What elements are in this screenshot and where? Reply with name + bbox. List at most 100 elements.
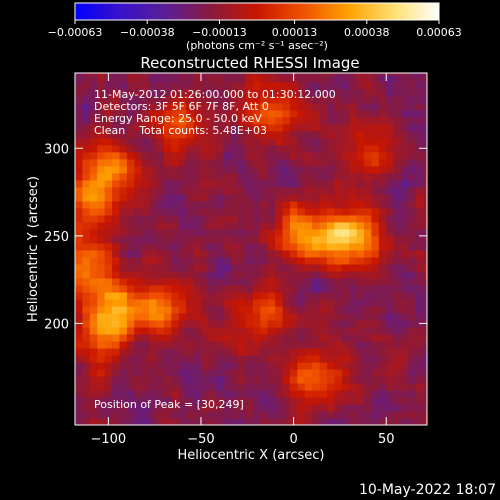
heatmap-cell	[223, 277, 232, 286]
heatmap-cell	[326, 347, 335, 356]
heatmap-cell	[104, 95, 113, 104]
heatmap-cell	[386, 123, 395, 132]
heatmap-cell	[364, 144, 373, 153]
heatmap-cell	[126, 228, 135, 237]
heatmap-cell	[104, 200, 113, 209]
heatmap-cell	[356, 151, 365, 160]
heatmap-cell	[282, 193, 291, 202]
heatmap-cell	[401, 193, 410, 202]
heatmap-cell	[304, 165, 313, 174]
heatmap-cell	[326, 270, 335, 279]
heatmap-cell	[156, 144, 165, 153]
heatmap-cell	[97, 305, 106, 314]
heatmap-cell	[289, 200, 298, 209]
heatmap-cell	[319, 312, 328, 321]
heatmap-cell	[171, 158, 180, 167]
heatmap-cell	[415, 228, 424, 237]
heatmap-cell	[156, 298, 165, 307]
colorbar-tick-label: 0.00063	[416, 26, 462, 39]
heatmap-cell	[126, 144, 135, 153]
heatmap-cell	[223, 319, 232, 328]
heatmap-cell	[134, 123, 143, 132]
heatmap-cell	[119, 312, 128, 321]
heatmap-cell	[119, 249, 128, 258]
heatmap-cell	[178, 249, 187, 258]
heatmap-cell	[193, 102, 202, 111]
heatmap-cell	[163, 263, 172, 272]
heatmap-cell	[275, 263, 284, 272]
heatmap-cell	[341, 270, 350, 279]
heatmap-cell	[163, 382, 172, 391]
heatmap-cell	[149, 277, 158, 286]
heatmap-cell	[208, 158, 217, 167]
heatmap-cell	[230, 326, 239, 335]
heatmap-cell	[341, 73, 350, 76]
heatmap-cell	[112, 73, 121, 76]
heatmap-cell	[423, 249, 427, 258]
heatmap-cell	[252, 333, 261, 342]
heatmap-cell	[186, 354, 195, 363]
heatmap-cell	[200, 130, 209, 139]
heatmap-cell	[371, 249, 380, 258]
heatmap-cell	[97, 347, 106, 356]
heatmap-cell	[134, 326, 143, 335]
heatmap-cell	[141, 73, 150, 76]
heatmap-cell	[408, 123, 417, 132]
heatmap-cell	[267, 151, 276, 160]
heatmap-cell	[134, 235, 143, 244]
heatmap-cell	[171, 418, 180, 425]
heatmap-cell	[156, 200, 165, 209]
heatmap-cell	[275, 284, 284, 293]
heatmap-cell	[267, 73, 276, 76]
heatmap-cell	[163, 410, 172, 419]
heatmap-cell	[171, 389, 180, 398]
heatmap-cell	[230, 263, 239, 272]
heatmap-cell	[200, 165, 209, 174]
heatmap-cell	[156, 158, 165, 167]
heatmap-cell	[238, 151, 247, 160]
heatmap-cell	[349, 200, 358, 209]
heatmap-cell	[312, 305, 321, 314]
heatmap-cell	[408, 172, 417, 181]
heatmap-cell	[141, 375, 150, 384]
heatmap-cell	[334, 396, 343, 405]
heatmap-cell	[200, 81, 209, 90]
heatmap-cell	[260, 319, 269, 328]
heatmap-cell	[186, 249, 195, 258]
heatmap-cell	[371, 263, 380, 272]
heatmap-cell	[238, 418, 247, 425]
heatmap-cell	[200, 340, 209, 349]
heatmap-cell	[326, 319, 335, 328]
colorbar-tick-label: −0.00013	[192, 26, 247, 39]
heatmap-cell	[82, 235, 91, 244]
heatmap-cell	[267, 418, 276, 425]
heatmap-cell	[208, 277, 217, 286]
heatmap-cell	[149, 284, 158, 293]
heatmap-cell	[275, 151, 284, 160]
heatmap-cell	[282, 158, 291, 167]
heatmap-cell	[334, 88, 343, 97]
heatmap-cell	[312, 375, 321, 384]
heatmap-cell	[297, 305, 306, 314]
heatmap-cell	[134, 158, 143, 167]
heatmap-cell	[267, 263, 276, 272]
heatmap-cell	[126, 249, 135, 258]
heatmap-cell	[156, 221, 165, 230]
heatmap-cell	[267, 249, 276, 258]
heatmap-cell	[171, 305, 180, 314]
heatmap-cell	[141, 389, 150, 398]
heatmap-cell	[163, 361, 172, 370]
heatmap-cell	[178, 361, 187, 370]
heatmap-cell	[193, 326, 202, 335]
heatmap-cell	[89, 291, 98, 300]
heatmap-cell	[297, 389, 306, 398]
heatmap-cell	[312, 200, 321, 209]
heatmap-cell	[401, 396, 410, 405]
heatmap-cell	[304, 277, 313, 286]
heatmap-cell	[82, 95, 91, 104]
heatmap-cell	[282, 200, 291, 209]
heatmap-cell	[386, 158, 395, 167]
heatmap-cell	[341, 242, 350, 251]
heatmap-cell	[119, 95, 128, 104]
heatmap-cell	[141, 312, 150, 321]
